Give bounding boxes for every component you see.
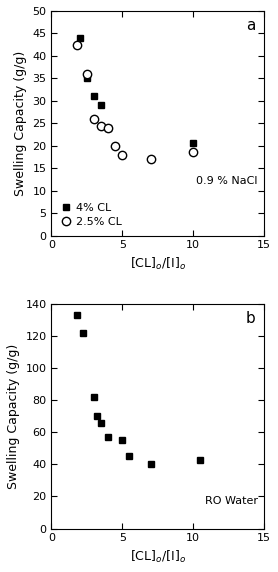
2.5% CL bbox=[149, 156, 152, 162]
2.5% CL bbox=[92, 116, 96, 122]
2.5% CL bbox=[114, 142, 117, 149]
Text: b: b bbox=[246, 311, 255, 325]
Text: 0.9 % NaCl: 0.9 % NaCl bbox=[196, 176, 258, 186]
2.5% CL bbox=[100, 122, 103, 129]
Y-axis label: Swelling Capacity (g/g): Swelling Capacity (g/g) bbox=[7, 344, 20, 489]
4% CL bbox=[192, 140, 195, 147]
4% CL bbox=[92, 93, 96, 100]
2.5% CL bbox=[106, 124, 110, 131]
Legend: 4% CL, 2.5% CL: 4% CL, 2.5% CL bbox=[57, 200, 125, 230]
2.5% CL bbox=[75, 41, 79, 48]
X-axis label: [CL]$_o$/[I]$_o$: [CL]$_o$/[I]$_o$ bbox=[130, 549, 186, 565]
4% CL bbox=[106, 124, 110, 131]
Y-axis label: Swelling Capacity (g/g): Swelling Capacity (g/g) bbox=[14, 51, 27, 196]
Text: RO Water: RO Water bbox=[205, 496, 258, 506]
Line: 2.5% CL: 2.5% CL bbox=[73, 41, 197, 164]
2.5% CL bbox=[192, 149, 195, 156]
2.5% CL bbox=[121, 151, 124, 158]
X-axis label: [CL]$_o$/[I]$_o$: [CL]$_o$/[I]$_o$ bbox=[130, 256, 186, 272]
4% CL bbox=[100, 102, 103, 109]
Text: a: a bbox=[246, 18, 255, 33]
4% CL bbox=[85, 75, 89, 82]
Line: 4% CL: 4% CL bbox=[76, 34, 197, 147]
2.5% CL bbox=[85, 70, 89, 77]
4% CL bbox=[78, 34, 81, 41]
